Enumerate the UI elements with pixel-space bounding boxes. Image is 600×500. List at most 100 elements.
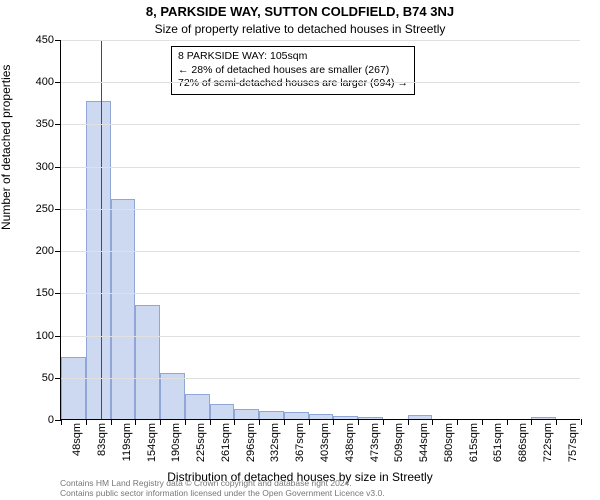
x-tick-label: 757sqm [567,423,579,462]
x-tick-label: 332sqm [269,423,281,462]
histogram-bar [309,414,334,419]
chart-container: 8, PARKSIDE WAY, SUTTON COLDFIELD, B74 3… [0,0,600,500]
histogram-bar [284,412,309,419]
y-tick [55,124,61,125]
info-line-1: 8 PARKSIDE WAY: 105sqm [178,50,408,64]
x-tick [309,419,310,425]
x-tick-label: 367sqm [294,423,306,462]
grid-line [61,82,580,83]
grid-line [61,40,580,41]
bar-slot [309,40,334,419]
histogram-bar [358,417,383,419]
grid-line [61,167,580,168]
x-tick-label: 225sqm [195,423,207,462]
bar-slot [284,40,309,419]
x-tick-label: 154sqm [146,423,158,462]
bar-slot [482,40,507,419]
x-tick-label: 296sqm [245,423,257,462]
x-tick [358,419,359,425]
x-tick-label: 509sqm [393,423,405,462]
x-tick-label: 686sqm [517,423,529,462]
histogram-bar [531,417,556,419]
x-tick-label: 615sqm [468,423,480,462]
bar-slot [135,40,160,419]
x-tick [185,419,186,425]
x-tick [135,419,136,425]
histogram-bar [259,411,284,419]
x-tick [234,419,235,425]
histogram-bar [86,101,111,419]
info-line-2: ← 28% of detached houses are smaller (26… [178,64,408,78]
y-tick-label: 350 [16,118,54,130]
histogram-bar [408,415,433,419]
x-tick-label: 473sqm [369,423,381,462]
bar-slot [234,40,259,419]
bar-slot [111,40,136,419]
x-tick-label: 48sqm [71,423,83,456]
bar-slot [185,40,210,419]
bars-layer [61,40,580,419]
y-tick-label: 450 [16,34,54,46]
y-tick-label: 300 [16,161,54,173]
y-tick-label: 0 [16,414,54,426]
histogram-bar [185,394,210,419]
y-tick-label: 200 [16,245,54,257]
y-tick [55,209,61,210]
x-tick [482,419,483,425]
chart-subtitle: Size of property relative to detached ho… [0,22,600,36]
y-tick-label: 400 [16,76,54,88]
y-axis-title: Number of detached properties [0,65,13,230]
x-tick-label: 403sqm [319,423,331,462]
x-tick [160,419,161,425]
bar-slot [383,40,408,419]
y-tick [55,40,61,41]
x-tick [507,419,508,425]
bar-slot [556,40,581,419]
x-tick-label: 119sqm [121,423,133,461]
x-tick-label: 722sqm [542,423,554,462]
histogram-bar [333,416,358,419]
y-tick-label: 100 [16,330,54,342]
plot-area: 8 PARKSIDE WAY: 105sqm ← 28% of detached… [60,40,580,420]
x-tick [531,419,532,425]
x-tick-label: 261sqm [220,423,232,462]
x-tick [111,419,112,425]
y-tick [55,82,61,83]
x-tick [383,419,384,425]
attribution: Contains HM Land Registry data © Crown c… [60,478,580,498]
y-tick-label: 250 [16,203,54,215]
grid-line [61,293,580,294]
bar-slot [432,40,457,419]
grid-line [61,124,580,125]
bar-slot [358,40,383,419]
y-tick-label: 50 [16,372,54,384]
x-tick-label: 651sqm [492,423,504,462]
info-line-3: 72% of semi-detached houses are larger (… [178,77,408,91]
y-tick [55,336,61,337]
x-tick [210,419,211,425]
bar-slot [333,40,358,419]
x-tick [457,419,458,425]
grid-line [61,378,580,379]
bar-slot [210,40,235,419]
bar-slot [507,40,532,419]
x-tick-label: 438sqm [344,423,356,462]
x-tick [581,419,582,425]
x-tick [86,419,87,425]
bar-slot [86,40,111,419]
y-tick [55,293,61,294]
bar-slot [457,40,482,419]
x-tick [259,419,260,425]
x-tick [432,419,433,425]
histogram-bar [234,409,259,419]
x-tick-label: 544sqm [418,423,430,462]
chart-title: 8, PARKSIDE WAY, SUTTON COLDFIELD, B74 3… [0,4,600,19]
x-tick-label: 580sqm [443,423,455,462]
x-tick [284,419,285,425]
x-tick [333,419,334,425]
bar-slot [160,40,185,419]
grid-line [61,251,580,252]
marker-line [101,40,102,419]
histogram-bar [160,373,185,419]
bar-slot [61,40,86,419]
